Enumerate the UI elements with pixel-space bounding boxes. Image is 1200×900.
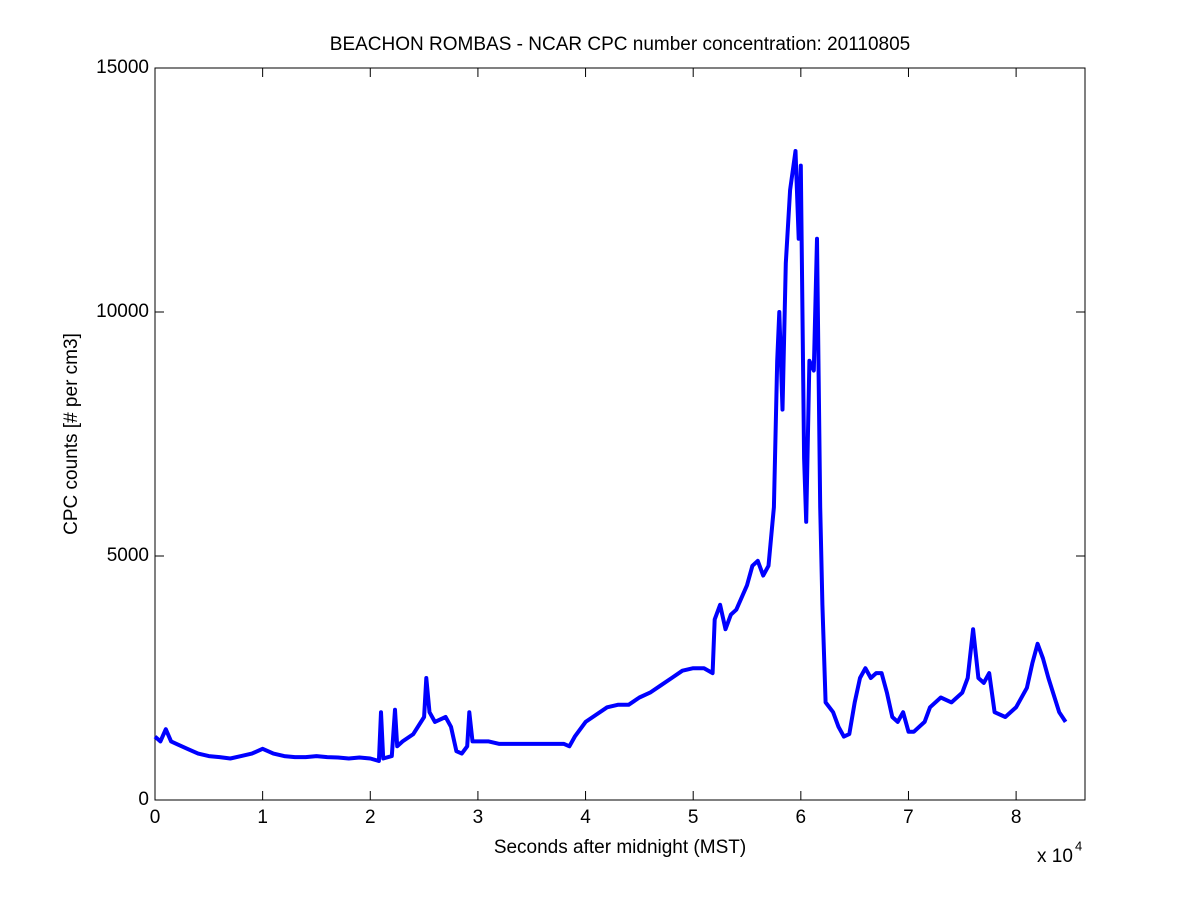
x-tick-label: 7 — [903, 807, 914, 828]
x-multiplier-exponent: 4 — [1075, 838, 1082, 853]
x-tick-label: 2 — [365, 807, 376, 828]
x-tick-label: 4 — [580, 807, 591, 828]
y-tick-label: 10000 — [96, 301, 149, 322]
y-tick-label: 15000 — [96, 57, 149, 78]
chart-title: BEACHON ROMBAS - NCAR CPC number concent… — [330, 34, 910, 55]
x-tick-label: 0 — [150, 807, 161, 828]
x-tick-label: 8 — [1011, 807, 1022, 828]
y-tick-label: 0 — [138, 789, 149, 810]
x-multiplier: x 10 — [1037, 846, 1073, 867]
plot-frame — [154, 67, 1086, 801]
x-tick-label: 3 — [473, 807, 484, 828]
y-tick-label: 5000 — [107, 545, 149, 566]
x-tick-label: 1 — [257, 807, 268, 828]
x-tick-label: 6 — [796, 807, 807, 828]
y-axis-label: CPC counts [# per cm3] — [61, 333, 82, 535]
x-axis-label: Seconds after midnight (MST) — [494, 837, 746, 858]
data-line — [153, 149, 1068, 763]
x-tick-label: 5 — [688, 807, 699, 828]
